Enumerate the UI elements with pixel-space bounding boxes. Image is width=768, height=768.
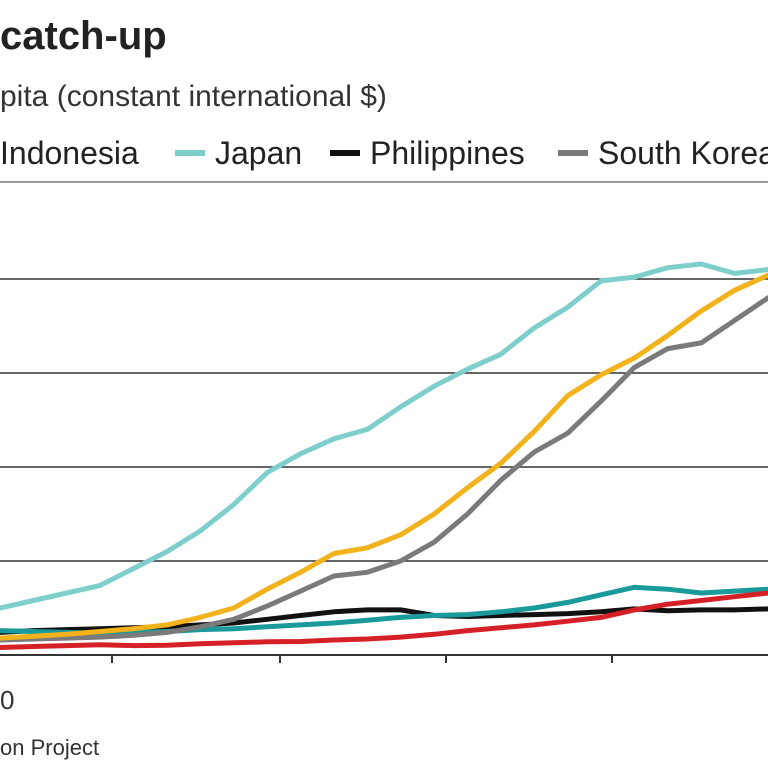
legend-swatch-japan (175, 150, 205, 156)
series-line-japan (0, 261, 768, 611)
legend-item-japan: Japan (175, 133, 302, 173)
legend-swatch-south-korea (558, 150, 588, 156)
series-line-indonesia (0, 590, 768, 650)
legend: Indonesia Japan Philippines South Korea (0, 133, 768, 173)
legend-item-indonesia: Indonesia (0, 133, 139, 173)
legend-swatch-philippines (330, 150, 360, 156)
x-tick-label: 0 (0, 685, 15, 715)
legend-label-indonesia: Indonesia (0, 135, 139, 171)
chart-subtitle: pita (constant international $) (0, 80, 387, 113)
legend-label-south-korea: South Korea (598, 135, 768, 171)
legend-item-philippines: Philippines (330, 133, 525, 173)
chart-title: catch-up (0, 14, 167, 58)
legend-item-south-korea: South Korea (558, 133, 768, 173)
series-line-china (0, 272, 768, 641)
legend-label-japan: Japan (215, 135, 303, 171)
source-note: on Project (0, 735, 100, 760)
legend-label-philippines: Philippines (370, 135, 525, 171)
series-line-malaysia (0, 584, 768, 636)
series-line-south-korea (0, 295, 768, 643)
